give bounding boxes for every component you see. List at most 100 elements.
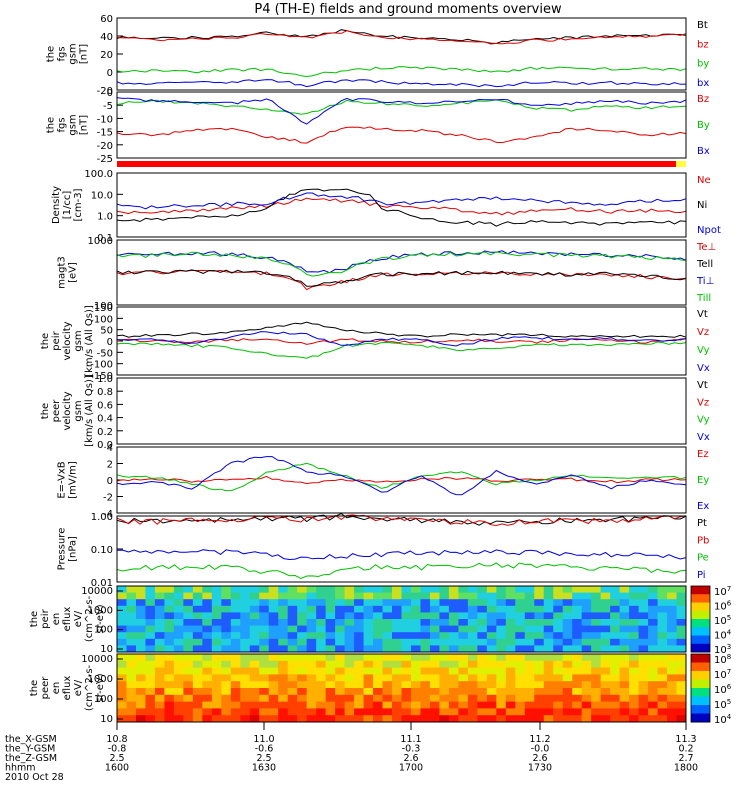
heatmap-cell xyxy=(192,619,203,627)
heatmap-cell xyxy=(534,625,545,633)
heatmap-cell xyxy=(145,694,156,703)
heatmap-cell xyxy=(572,688,583,696)
heatmap-cell xyxy=(600,612,611,620)
heatmap-cell xyxy=(183,586,194,594)
heatmap-cell xyxy=(505,681,516,689)
heatmap-cell xyxy=(344,599,355,607)
heatmap-cell xyxy=(562,708,573,716)
heatmap-cell xyxy=(448,708,459,716)
heatmap-cell xyxy=(354,619,365,627)
heatmap-cell xyxy=(249,708,260,716)
heatmap-cell xyxy=(619,708,630,716)
heatmap-cell xyxy=(534,660,545,669)
heatmap-cell xyxy=(657,612,668,620)
heatmap-cell xyxy=(363,605,374,613)
heatmap-cell xyxy=(268,638,279,646)
heatmap-cell xyxy=(676,708,687,716)
y-tick-label: 1000 xyxy=(88,605,113,616)
heatmap-cell xyxy=(287,701,298,709)
heatmap-cell xyxy=(638,674,649,682)
heatmap-cell xyxy=(249,674,260,682)
heatmap-cell xyxy=(657,592,668,600)
heatmap-cell xyxy=(354,632,365,640)
y-axis-label: Pressure[nPa] xyxy=(57,528,79,571)
heatmap-cell xyxy=(515,654,526,662)
heatmap-cell xyxy=(553,638,564,646)
colorbar-stop xyxy=(691,602,710,612)
heatmap-cell xyxy=(657,586,668,594)
heatmap-cell xyxy=(221,645,232,653)
heatmap-cell xyxy=(240,674,251,682)
heatmap-cell xyxy=(287,681,298,689)
heatmap-cell xyxy=(287,660,298,669)
heatmap-cell xyxy=(505,605,516,613)
heatmap-cell xyxy=(505,619,516,627)
heatmap-cell xyxy=(648,667,659,675)
heatmap-cell xyxy=(306,586,317,594)
heatmap-cell xyxy=(458,660,469,669)
heatmap-cell xyxy=(572,645,583,653)
heatmap-cell xyxy=(458,667,469,675)
heatmap-cell xyxy=(543,605,554,613)
heatmap-cell xyxy=(610,638,621,646)
heatmap-cell xyxy=(572,638,583,646)
heatmap-cell xyxy=(382,625,393,633)
heatmap-cell xyxy=(439,667,450,675)
y-tick-label: 10 xyxy=(100,714,113,725)
heatmap-cell xyxy=(117,612,127,620)
heatmap-cell xyxy=(429,645,440,653)
heatmap-cell xyxy=(562,674,573,682)
heatmap-cell xyxy=(448,625,459,633)
heatmap-cell xyxy=(240,619,251,627)
heatmap-cell xyxy=(230,612,241,620)
heatmap-cell xyxy=(543,632,554,640)
heatmap-cell xyxy=(420,632,431,640)
heatmap-cell xyxy=(524,592,535,600)
heatmap-cell xyxy=(363,612,374,620)
heatmap-cell xyxy=(183,715,194,723)
heatmap-cell xyxy=(259,654,270,662)
heatmap-cell xyxy=(183,688,194,696)
footer-value: 2.5 xyxy=(256,753,271,764)
heatmap-cell xyxy=(335,638,346,646)
heatmap-cell xyxy=(183,599,194,607)
heatmap-cell xyxy=(230,638,241,646)
heatmap-cell xyxy=(420,592,431,600)
heatmap-cell xyxy=(154,654,165,662)
heatmap-cell xyxy=(448,654,459,662)
heatmap-cell xyxy=(135,619,146,627)
heatmap-cell xyxy=(126,667,137,675)
heatmap-cell xyxy=(420,688,431,696)
heatmap-cell xyxy=(135,674,146,682)
heatmap-cell xyxy=(638,688,649,696)
heatmap-cell xyxy=(382,681,393,689)
heatmap-cell xyxy=(467,612,478,620)
heatmap-cell xyxy=(505,715,516,723)
heatmap-cell xyxy=(543,701,554,709)
heatmap-cell xyxy=(448,688,459,696)
heatmap-cell xyxy=(135,645,146,653)
heatmap-cell xyxy=(202,715,213,723)
heatmap-cell xyxy=(117,708,127,716)
heatmap-cell xyxy=(429,674,440,682)
heatmap-cell xyxy=(297,619,308,627)
heatmap-cell xyxy=(486,619,497,627)
heatmap-cell xyxy=(392,605,402,613)
heatmap-cell xyxy=(202,688,213,696)
heatmap-cell xyxy=(638,701,649,709)
heatmap-cell xyxy=(581,632,592,640)
heatmap-cell xyxy=(249,632,260,640)
heatmap-cell xyxy=(164,612,175,620)
heatmap-cell xyxy=(629,667,640,675)
heatmap-cell xyxy=(496,592,507,600)
heatmap-cell xyxy=(221,701,232,709)
heatmap-cell xyxy=(192,638,203,646)
y-tick-label: 0.8 xyxy=(97,387,113,398)
heatmap-cell xyxy=(505,638,516,646)
heatmap-cell xyxy=(486,605,497,613)
heatmap-cell xyxy=(287,586,298,594)
heatmap-cell xyxy=(553,619,564,627)
series-line xyxy=(116,29,687,45)
heatmap-cell xyxy=(439,592,450,600)
heatmap-cell xyxy=(410,667,421,675)
